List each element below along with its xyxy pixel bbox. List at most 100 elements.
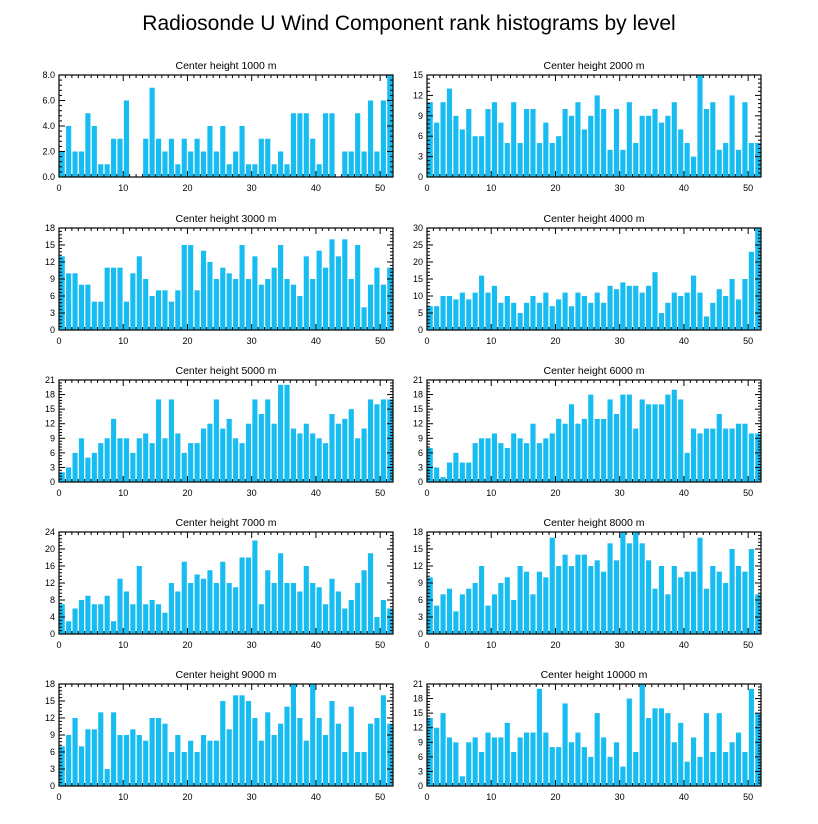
histogram-bar — [91, 301, 97, 330]
histogram-bar — [98, 712, 104, 786]
histogram-bar — [252, 164, 258, 177]
y-tick-label: 18 — [45, 679, 55, 689]
y-tick-label: 9 — [50, 274, 55, 284]
histogram-bar — [258, 740, 264, 786]
histogram-bar — [427, 448, 433, 482]
histogram-bar — [568, 742, 575, 786]
histogram-bar — [175, 433, 181, 482]
y-tick-label: 3 — [50, 764, 55, 774]
histogram-bar — [367, 553, 374, 634]
histogram-bar — [742, 571, 748, 634]
y-tick-label: 0 — [50, 325, 55, 335]
y-tick-label: 12 — [45, 257, 55, 267]
histogram-bar — [729, 428, 735, 482]
histogram-bar — [607, 285, 613, 330]
histogram-bar — [735, 732, 742, 786]
y-tick-label: 6.0 — [42, 96, 55, 106]
histogram-bar — [729, 95, 735, 177]
histogram-bar — [658, 566, 665, 634]
histogram-bar — [472, 292, 478, 330]
histogram-bar — [374, 151, 380, 177]
histogram-bar — [556, 418, 562, 482]
histogram-bar — [213, 151, 219, 177]
histogram-bar — [123, 591, 130, 634]
y-tick-label: 3 — [418, 462, 423, 472]
histogram-bar — [543, 122, 549, 177]
histogram-bar — [91, 452, 97, 482]
x-tick-label: 40 — [311, 183, 321, 193]
histogram-bar — [175, 290, 181, 330]
histogram-bar — [265, 399, 271, 482]
histogram-bar — [59, 472, 65, 482]
histogram-bar — [684, 143, 690, 177]
y-tick-label: 15 — [413, 70, 423, 80]
histogram-bar — [665, 713, 671, 786]
histogram-bar — [665, 594, 671, 634]
y-tick-label: 18 — [413, 527, 423, 537]
histogram-bar — [491, 737, 498, 786]
histogram-bar — [213, 279, 219, 330]
y-tick-label: 3 — [418, 612, 423, 622]
histogram-bar — [434, 306, 440, 330]
histogram-bar — [472, 583, 478, 634]
histogram-bar — [329, 239, 335, 330]
histogram-panel-7: Center height 7000 m 0 10 20 30 40 50 0 4 8 12 16 20… — [45, 517, 394, 650]
histogram-bar — [98, 164, 104, 177]
histogram-bar — [639, 292, 645, 330]
histogram-panel-3: Center height 3000 m 0 10 20 30 40 50 0 3 6 9 12 15 1… — [45, 213, 394, 346]
histogram-bar — [723, 752, 729, 786]
histogram-bar — [220, 561, 226, 634]
x-tick-label: 40 — [679, 792, 689, 802]
y-tick-label: 15 — [413, 404, 423, 414]
histogram-bar — [188, 245, 194, 330]
histogram-bar — [59, 151, 65, 177]
x-tick-label: 0 — [424, 488, 429, 498]
histogram-bar — [729, 742, 735, 786]
histogram-bar — [297, 433, 303, 482]
y-tick-label: 0 — [50, 629, 55, 639]
histogram-bar — [575, 292, 581, 330]
histogram-bar — [252, 256, 258, 330]
histogram-bar — [188, 583, 194, 634]
histogram-bar — [117, 438, 123, 482]
y-tick-label: 15 — [45, 240, 55, 250]
histogram-bar — [329, 113, 335, 177]
histogram-bar — [453, 742, 459, 786]
histogram-bar — [136, 256, 142, 330]
histogram-bar — [530, 732, 536, 786]
histogram-bar — [322, 443, 329, 482]
histogram-bar — [213, 399, 219, 482]
y-tick-label: 9 — [50, 730, 55, 740]
histogram-bar — [748, 549, 754, 634]
y-tick-label: 6 — [418, 131, 423, 141]
histogram-bar — [123, 301, 130, 330]
histogram-bar — [72, 273, 78, 330]
histogram-bar — [678, 722, 684, 786]
y-tick-label: 18 — [45, 223, 55, 233]
x-tick-label: 0 — [56, 336, 61, 346]
histogram-panel-1: Center height 1000 m 0 10 20 30 40 50 0.0 2.0 4.0… — [42, 60, 394, 193]
histogram-bar — [91, 729, 97, 786]
x-tick-label: 10 — [118, 336, 128, 346]
histogram-bar — [284, 279, 290, 330]
histogram-bar — [111, 712, 117, 786]
y-tick-label: 3 — [418, 766, 423, 776]
histogram-bar — [367, 723, 374, 786]
histogram-bar — [130, 273, 136, 330]
histogram-bar — [380, 284, 386, 330]
y-tick-label: 3 — [50, 308, 55, 318]
histogram-bar — [594, 95, 600, 177]
histogram-bar — [284, 384, 290, 482]
histogram-bar — [626, 543, 632, 634]
histogram-bar — [710, 566, 716, 634]
histogram-bar — [66, 126, 72, 177]
histogram-bar — [387, 723, 393, 786]
y-tick-label: 8.0 — [42, 70, 55, 80]
histogram-bar — [620, 532, 626, 634]
histogram-bar — [549, 537, 555, 634]
histogram-bar — [459, 129, 465, 177]
histogram-bar — [278, 384, 284, 482]
x-tick-label: 20 — [182, 792, 192, 802]
histogram-bar — [568, 115, 575, 177]
histogram-bar — [530, 296, 536, 330]
